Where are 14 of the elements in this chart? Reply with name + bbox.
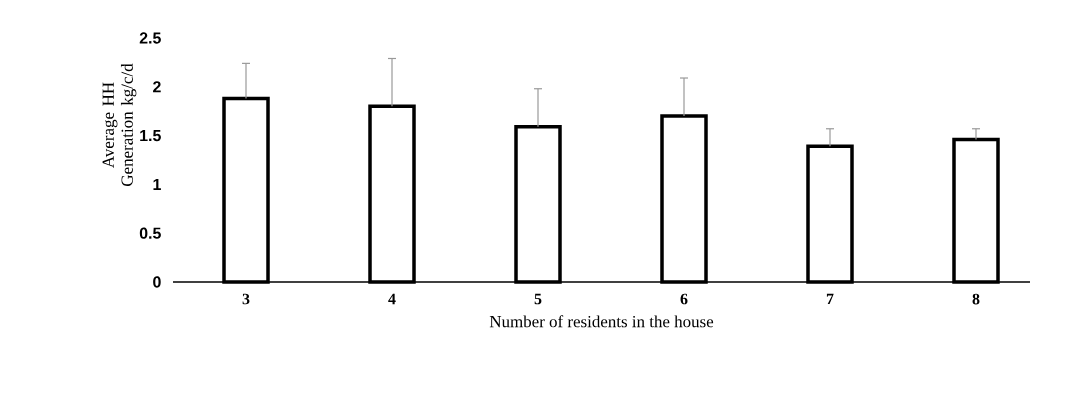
y-tick-label: 0: [153, 276, 161, 288]
x-tick-label: 7: [826, 293, 834, 305]
y-tick-label: 2: [153, 81, 161, 93]
y-tick-label: 1: [153, 178, 161, 190]
y-tick-label: 0.5: [139, 227, 161, 239]
x-tick-label: 6: [680, 293, 688, 305]
x-tick-label: 4: [388, 293, 396, 305]
x-axis-title: Number of residents in the house: [489, 315, 714, 328]
y-tick-label: 1.5: [140, 130, 161, 142]
x-tick-label: 3: [242, 293, 250, 305]
y-tick-label: 2.5: [139, 32, 161, 44]
y-axis-title: Average HH Generation kg/c/d: [102, 63, 137, 186]
x-tick-label: 5: [534, 293, 542, 305]
x-tick-label: 8: [972, 293, 980, 305]
